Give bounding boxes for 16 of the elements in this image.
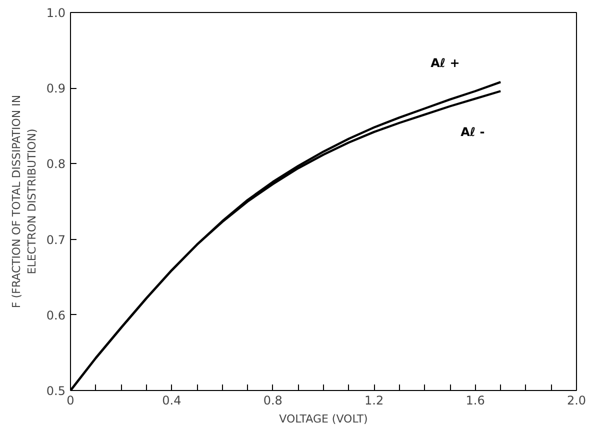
y-tick-label: 1.0 [46,6,66,20]
y-axis-title: F (FRACTION OF TOTAL DISSIPATION IN ELECTRON DISTRIBUTION) [10,94,38,308]
y-tick-label: 0.6 [46,308,66,322]
x-tick-label: 1.6 [466,394,485,408]
x-tick-label: 2.0 [566,394,586,408]
text: Aℓ + [430,56,460,70]
y-tick-label: 0.7 [46,232,66,247]
y-tick-label: 0.9 [46,82,66,96]
x-tick-label: 0 [66,394,74,408]
x-tick-label: 0.4 [162,394,182,408]
x-tick-label: 0.8 [263,394,282,408]
x-axis-title: VOLTAGE (VOLT) [279,412,368,426]
y-tick-label: 0.5 [46,384,66,398]
x-tick-label: 1.2 [364,394,384,408]
series-label: Aℓ - [460,125,485,140]
y-tick-label: 0.8 [46,157,66,172]
